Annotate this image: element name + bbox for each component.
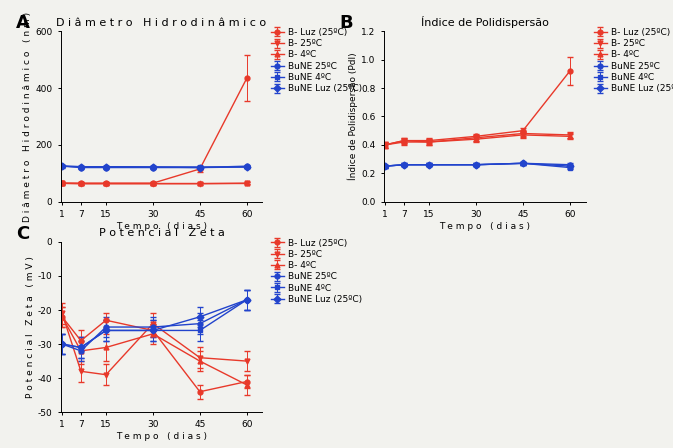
Text: B: B: [339, 14, 353, 32]
X-axis label: T e m p o   ( d i a s ): T e m p o ( d i a s ): [439, 222, 530, 231]
Title: Índice de Polidispersão: Índice de Polidispersão: [421, 16, 548, 28]
X-axis label: T e m p o   ( d i a s ): T e m p o ( d i a s ): [116, 432, 207, 441]
Title: P o t e n c i a l   Z e t a: P o t e n c i a l Z e t a: [98, 228, 225, 238]
Legend: B- Luz (25ºC), B- 25ºC, B- 4ºC, BuNE 25ºC, BuNE 4ºC, BuNE Luz (25ºC): B- Luz (25ºC), B- 25ºC, B- 4ºC, BuNE 25º…: [594, 28, 673, 93]
X-axis label: T e m p o   ( d i a s ): T e m p o ( d i a s ): [116, 222, 207, 231]
Y-axis label: P o t e n c i a l   Z e t a   ( m V ): P o t e n c i a l Z e t a ( m V ): [26, 256, 35, 398]
Y-axis label: D i â m e t r o   H i d r o d i n â m i c o   ( n m ): D i â m e t r o H i d r o d i n â m i c …: [23, 11, 32, 222]
Text: C: C: [16, 225, 30, 243]
Text: A: A: [16, 14, 30, 32]
Legend: B- Luz (25ºC), B- 25ºC, B- 4ºC, BuNE 25ºC, BuNE 4ºC, BuNE Luz (25ºC): B- Luz (25ºC), B- 25ºC, B- 4ºC, BuNE 25º…: [271, 28, 362, 93]
Title: D i â m e t r o   H i d r o d i n â m i c o: D i â m e t r o H i d r o d i n â m i c …: [57, 18, 267, 28]
Legend: B- Luz (25ºC), B- 25ºC, B- 4ºC, BuNE 25ºC, BuNE 4ºC, BuNE Luz (25ºC): B- Luz (25ºC), B- 25ºC, B- 4ºC, BuNE 25º…: [271, 238, 362, 304]
Y-axis label: Índice de Polidispersão (PdI): Índice de Polidispersão (PdI): [348, 53, 358, 180]
